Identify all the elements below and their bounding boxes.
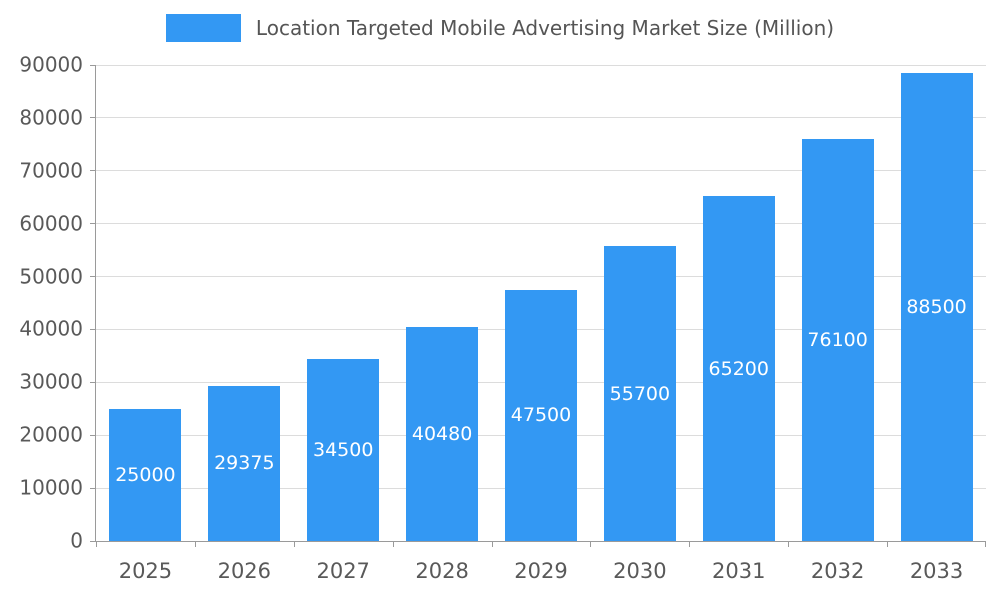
- y-axis-tick: [90, 170, 96, 172]
- y-axis-label: 30000: [19, 369, 83, 394]
- x-axis-label: 2033: [909, 559, 964, 583]
- y-axis-label: 80000: [19, 105, 83, 130]
- grid-line: [96, 170, 986, 172]
- grid-line: [96, 276, 986, 278]
- grid-line: [96, 223, 986, 225]
- bar: [702, 196, 775, 541]
- bar: [505, 289, 577, 541]
- y-axis-label: 50000: [19, 264, 83, 289]
- bar-value-label: 65200: [708, 357, 769, 380]
- y-axis-label: 0: [70, 528, 83, 553]
- chart-legend: Location Targeted Mobile Advertising Mar…: [0, 14, 1000, 42]
- y-axis-label: 70000: [19, 158, 83, 183]
- x-axis-label: 2029: [514, 559, 568, 583]
- bar-value-label: 55700: [609, 382, 671, 405]
- y-axis-label: 20000: [19, 422, 83, 447]
- bar-value-label: 88500: [906, 295, 967, 318]
- y-axis-label: 60000: [19, 211, 83, 236]
- x-axis-label: 2025: [118, 559, 173, 583]
- x-axis-label: 2026: [217, 559, 272, 583]
- bar: [801, 138, 874, 541]
- y-axis-label: 10000: [19, 475, 83, 500]
- x-axis-label: 2031: [712, 559, 766, 583]
- y-axis-tick: [90, 117, 96, 119]
- x-axis-tick: [985, 541, 986, 547]
- bar-value-label: 34500: [312, 438, 374, 461]
- x-axis-label: 2027: [316, 559, 370, 583]
- y-axis-label: 90000: [19, 52, 83, 77]
- x-axis-tick: [788, 541, 789, 547]
- bar-value-label: 76100: [807, 328, 868, 351]
- y-axis-tick: [90, 434, 96, 436]
- x-axis-label: 2028: [415, 559, 469, 583]
- bar: [406, 326, 479, 541]
- x-axis-label: 2032: [810, 559, 865, 583]
- y-axis-tick: [90, 223, 96, 225]
- bar-value-label: 40480: [411, 422, 473, 445]
- y-axis-tick: [90, 381, 96, 383]
- x-axis-tick: [590, 541, 591, 547]
- grid-line: [96, 64, 986, 66]
- chart-title: Location Targeted Mobile Advertising Mar…: [255, 16, 835, 40]
- bar-value-label: 47500: [510, 404, 572, 427]
- bar-value-label: 29375: [214, 452, 275, 475]
- y-axis-tick: [90, 64, 96, 66]
- x-axis-tick: [887, 541, 888, 547]
- y-axis-tick: [90, 487, 96, 489]
- bar-value-label: 25000: [115, 463, 176, 486]
- x-axis-tick: [96, 541, 97, 547]
- plot-area: 0 10000 20000 30000 40000 50000 60000 70000 8000…: [19, 53, 986, 583]
- bar: [109, 408, 182, 541]
- bar: [307, 358, 380, 541]
- y-axis-tick: [90, 540, 96, 542]
- y-axis-tick: [90, 328, 96, 330]
- y-axis-label: 40000: [19, 316, 83, 341]
- x-axis-tick: [393, 541, 394, 547]
- bar: [603, 246, 676, 541]
- x-axis-tick: [195, 541, 196, 547]
- legend-swatch-icon: [165, 14, 241, 42]
- x-axis-label: 2030: [613, 559, 667, 583]
- y-axis-tick: [90, 276, 96, 278]
- bar: [900, 72, 973, 541]
- bar: [208, 385, 281, 541]
- x-axis-tick: [492, 541, 493, 547]
- grid-line: [96, 117, 986, 119]
- x-axis-tick: [689, 541, 690, 547]
- x-axis-tick: [294, 541, 295, 547]
